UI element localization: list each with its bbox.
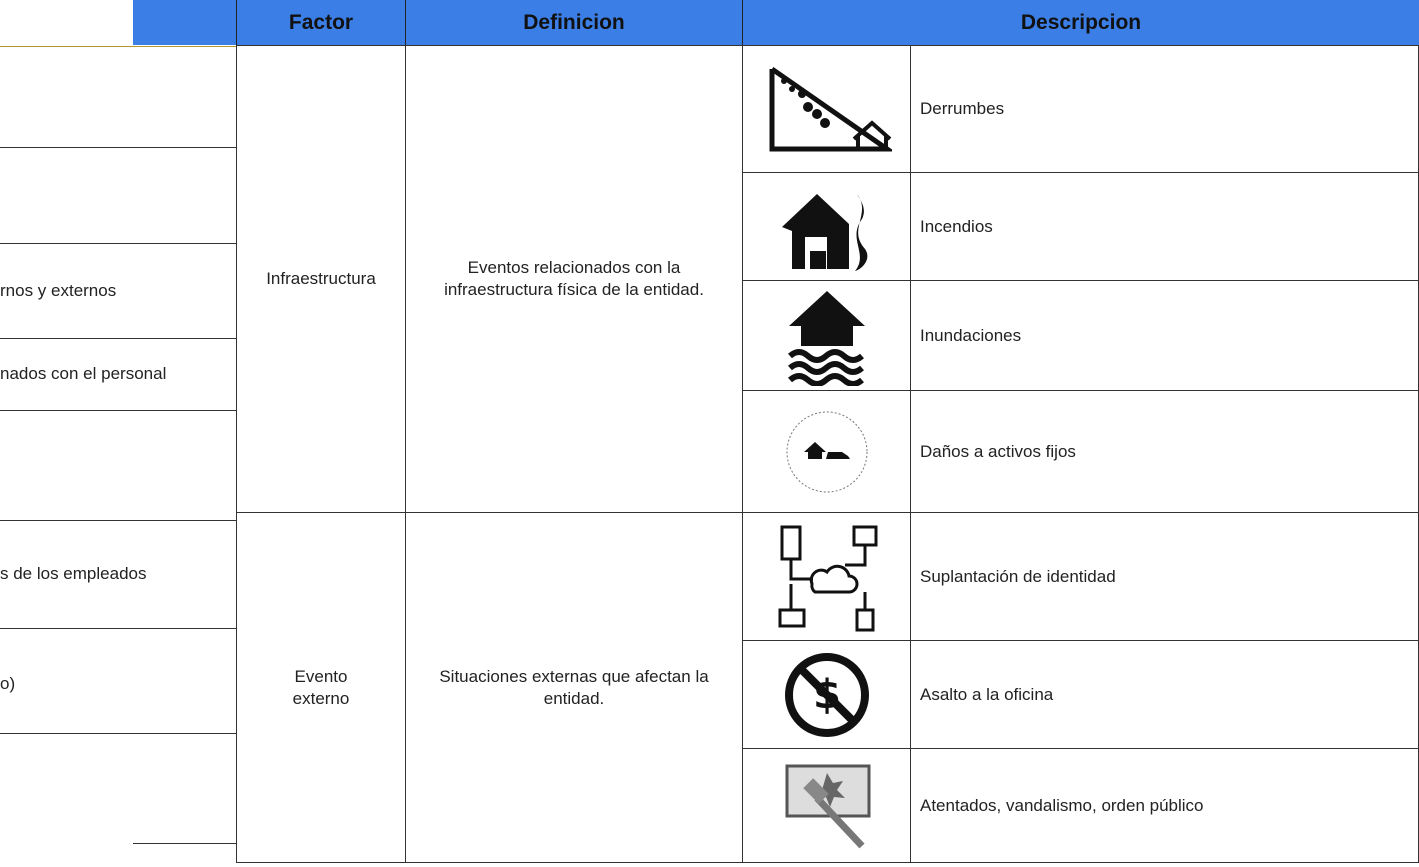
rule xyxy=(0,628,236,629)
factor-cell: Infraestructura xyxy=(236,45,406,513)
rule xyxy=(0,46,236,47)
fragment-text: o) xyxy=(0,674,16,693)
item-text: Incendios xyxy=(910,172,1419,281)
icon-cell xyxy=(742,280,911,391)
fragment-text: nados con el personal xyxy=(0,364,167,383)
icon-cell xyxy=(742,390,911,513)
fragment-text: s de los empleados xyxy=(0,564,147,583)
rule xyxy=(133,843,236,844)
icon-cell xyxy=(742,172,911,281)
network-icon xyxy=(778,525,877,631)
definition-cell: Eventos relacionados con la infraestruct… xyxy=(405,45,743,513)
rule xyxy=(0,243,236,244)
icon-cell xyxy=(742,748,911,863)
item-text: Daños a activos fijos xyxy=(910,390,1419,513)
landslide-icon xyxy=(769,66,892,152)
rule xyxy=(0,410,236,411)
rule xyxy=(0,338,236,339)
fragment-text: rnos y externos xyxy=(0,281,117,300)
fire-icon xyxy=(781,194,867,271)
svg-text:$: $ xyxy=(813,672,841,718)
asset-icon xyxy=(786,411,867,492)
rule xyxy=(0,520,236,521)
header-bar xyxy=(133,0,1419,45)
header-cell: Factor xyxy=(236,0,405,45)
item-text: Inundaciones xyxy=(910,280,1419,391)
item-text: Atentados, vandalismo, orden público xyxy=(910,748,1419,863)
rule xyxy=(0,733,236,734)
item-text: Derrumbes xyxy=(910,45,1419,173)
icon-cell xyxy=(742,512,911,641)
no-money-icon: $ xyxy=(784,652,869,737)
header-cell: Descripcion xyxy=(742,0,1419,45)
icon-cell: $ xyxy=(742,640,911,749)
item-text: Asalto a la oficina xyxy=(910,640,1419,749)
header-cell: Definicion xyxy=(405,0,742,45)
item-text: Suplantación de identidad xyxy=(910,512,1419,641)
factor-cell: Evento externo xyxy=(236,512,406,863)
definition-cell: Situaciones externas que afectan la enti… xyxy=(405,512,743,863)
rule xyxy=(0,147,236,148)
flood-icon xyxy=(787,290,865,386)
vandalism-icon xyxy=(785,764,870,849)
icon-cell xyxy=(742,45,911,173)
